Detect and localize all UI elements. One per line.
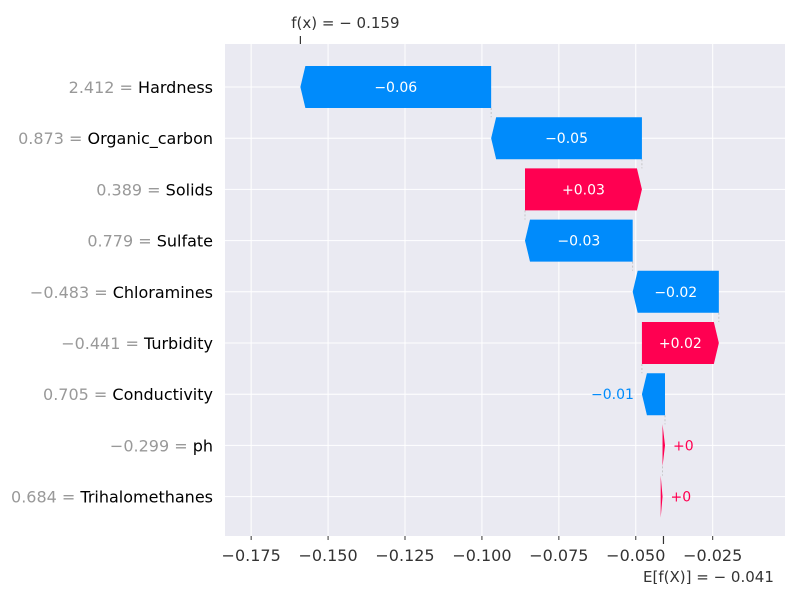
- x-tick-label: −0.125: [375, 546, 434, 565]
- x-tick-label: −0.100: [452, 546, 511, 565]
- bars: −0.06 −0.05 +0.03 −0.03 −0.02 +0.02 −0.01 +0 +0: [300, 66, 719, 518]
- feature-label: 0.389 = Solids: [96, 180, 213, 199]
- feature-value: −0.441 =: [61, 334, 144, 353]
- feature-name: Organic_carbon: [88, 129, 214, 149]
- feature-value: 2.412 =: [69, 78, 138, 97]
- feature-value: 0.779 =: [87, 232, 156, 251]
- feature-name: Turbidity: [143, 334, 213, 353]
- feature-name: Trihalomethanes: [79, 488, 213, 507]
- bar-chloramines: [632, 270, 719, 313]
- efx-label: E[f(X)] = − 0.041: [643, 568, 774, 586]
- feature-label: −0.299 = ph: [110, 436, 213, 455]
- efx-annotation: E[f(X)] = − 0.041: [643, 536, 774, 586]
- feature-name: ph: [193, 436, 213, 455]
- contribution-label: +0.02: [659, 336, 702, 352]
- contribution-label: −0.03: [557, 234, 600, 250]
- x-axis-ticks: −0.175 −0.150 −0.125 −0.100 −0.075 −0.050 −0.0…: [222, 536, 742, 565]
- x-tick-label: −0.075: [529, 546, 588, 565]
- fx-label: f(x) = − 0.159: [291, 14, 399, 32]
- contribution-label: +0.03: [562, 182, 605, 198]
- contribution-label: −0.06: [374, 80, 417, 96]
- feature-label: 0.684 = Trihalomethanes: [11, 488, 213, 507]
- x-tick-label: −0.025: [683, 546, 742, 565]
- bar-conductivity: [641, 373, 665, 416]
- feature-label: 0.705 = Conductivity: [43, 385, 213, 404]
- feature-name: Sulfate: [157, 232, 213, 251]
- feature-label: 0.779 = Sulfate: [87, 232, 213, 251]
- contribution-label: −0.02: [654, 285, 697, 301]
- feature-value: 0.705 =: [43, 385, 112, 404]
- feature-value: 0.873 =: [18, 129, 87, 148]
- feature-label: 2.412 = Hardness: [69, 78, 213, 97]
- feature-name: Solids: [166, 180, 213, 199]
- x-tick-label: −0.175: [222, 546, 281, 565]
- contribution-label: +0: [671, 490, 692, 506]
- bar-ph: [662, 424, 665, 467]
- contribution-label: −0.05: [545, 131, 588, 147]
- feature-label: 0.873 = Organic_carbon: [18, 129, 213, 149]
- fx-annotation: f(x) = − 0.159: [291, 14, 400, 44]
- connector-lines: [490, 108, 720, 476]
- feature-value: 0.389 =: [96, 180, 165, 199]
- contribution-label: +0: [673, 438, 694, 454]
- bar-hardness: [300, 66, 492, 108]
- bar-solids: [525, 168, 642, 211]
- x-tick-label: −0.050: [606, 546, 665, 565]
- bar-sulfate: [525, 219, 633, 262]
- feature-name: Hardness: [138, 78, 213, 97]
- feature-value: −0.299 =: [110, 436, 193, 455]
- bar-trihalomethanes: [660, 475, 663, 518]
- feature-name: Chloramines: [113, 283, 213, 302]
- contribution-label: −0.01: [591, 387, 634, 403]
- feature-label: −0.441 = Turbidity: [61, 334, 213, 353]
- feature-value: 0.684 =: [11, 488, 80, 507]
- bar-turbidity: [641, 322, 719, 364]
- feature-name: Conductivity: [112, 385, 213, 404]
- feature-value: −0.483 =: [30, 283, 113, 302]
- x-tick-label: −0.150: [298, 546, 357, 565]
- bar-organic-carbon: [491, 117, 642, 160]
- feature-label: −0.483 = Chloramines: [30, 283, 213, 302]
